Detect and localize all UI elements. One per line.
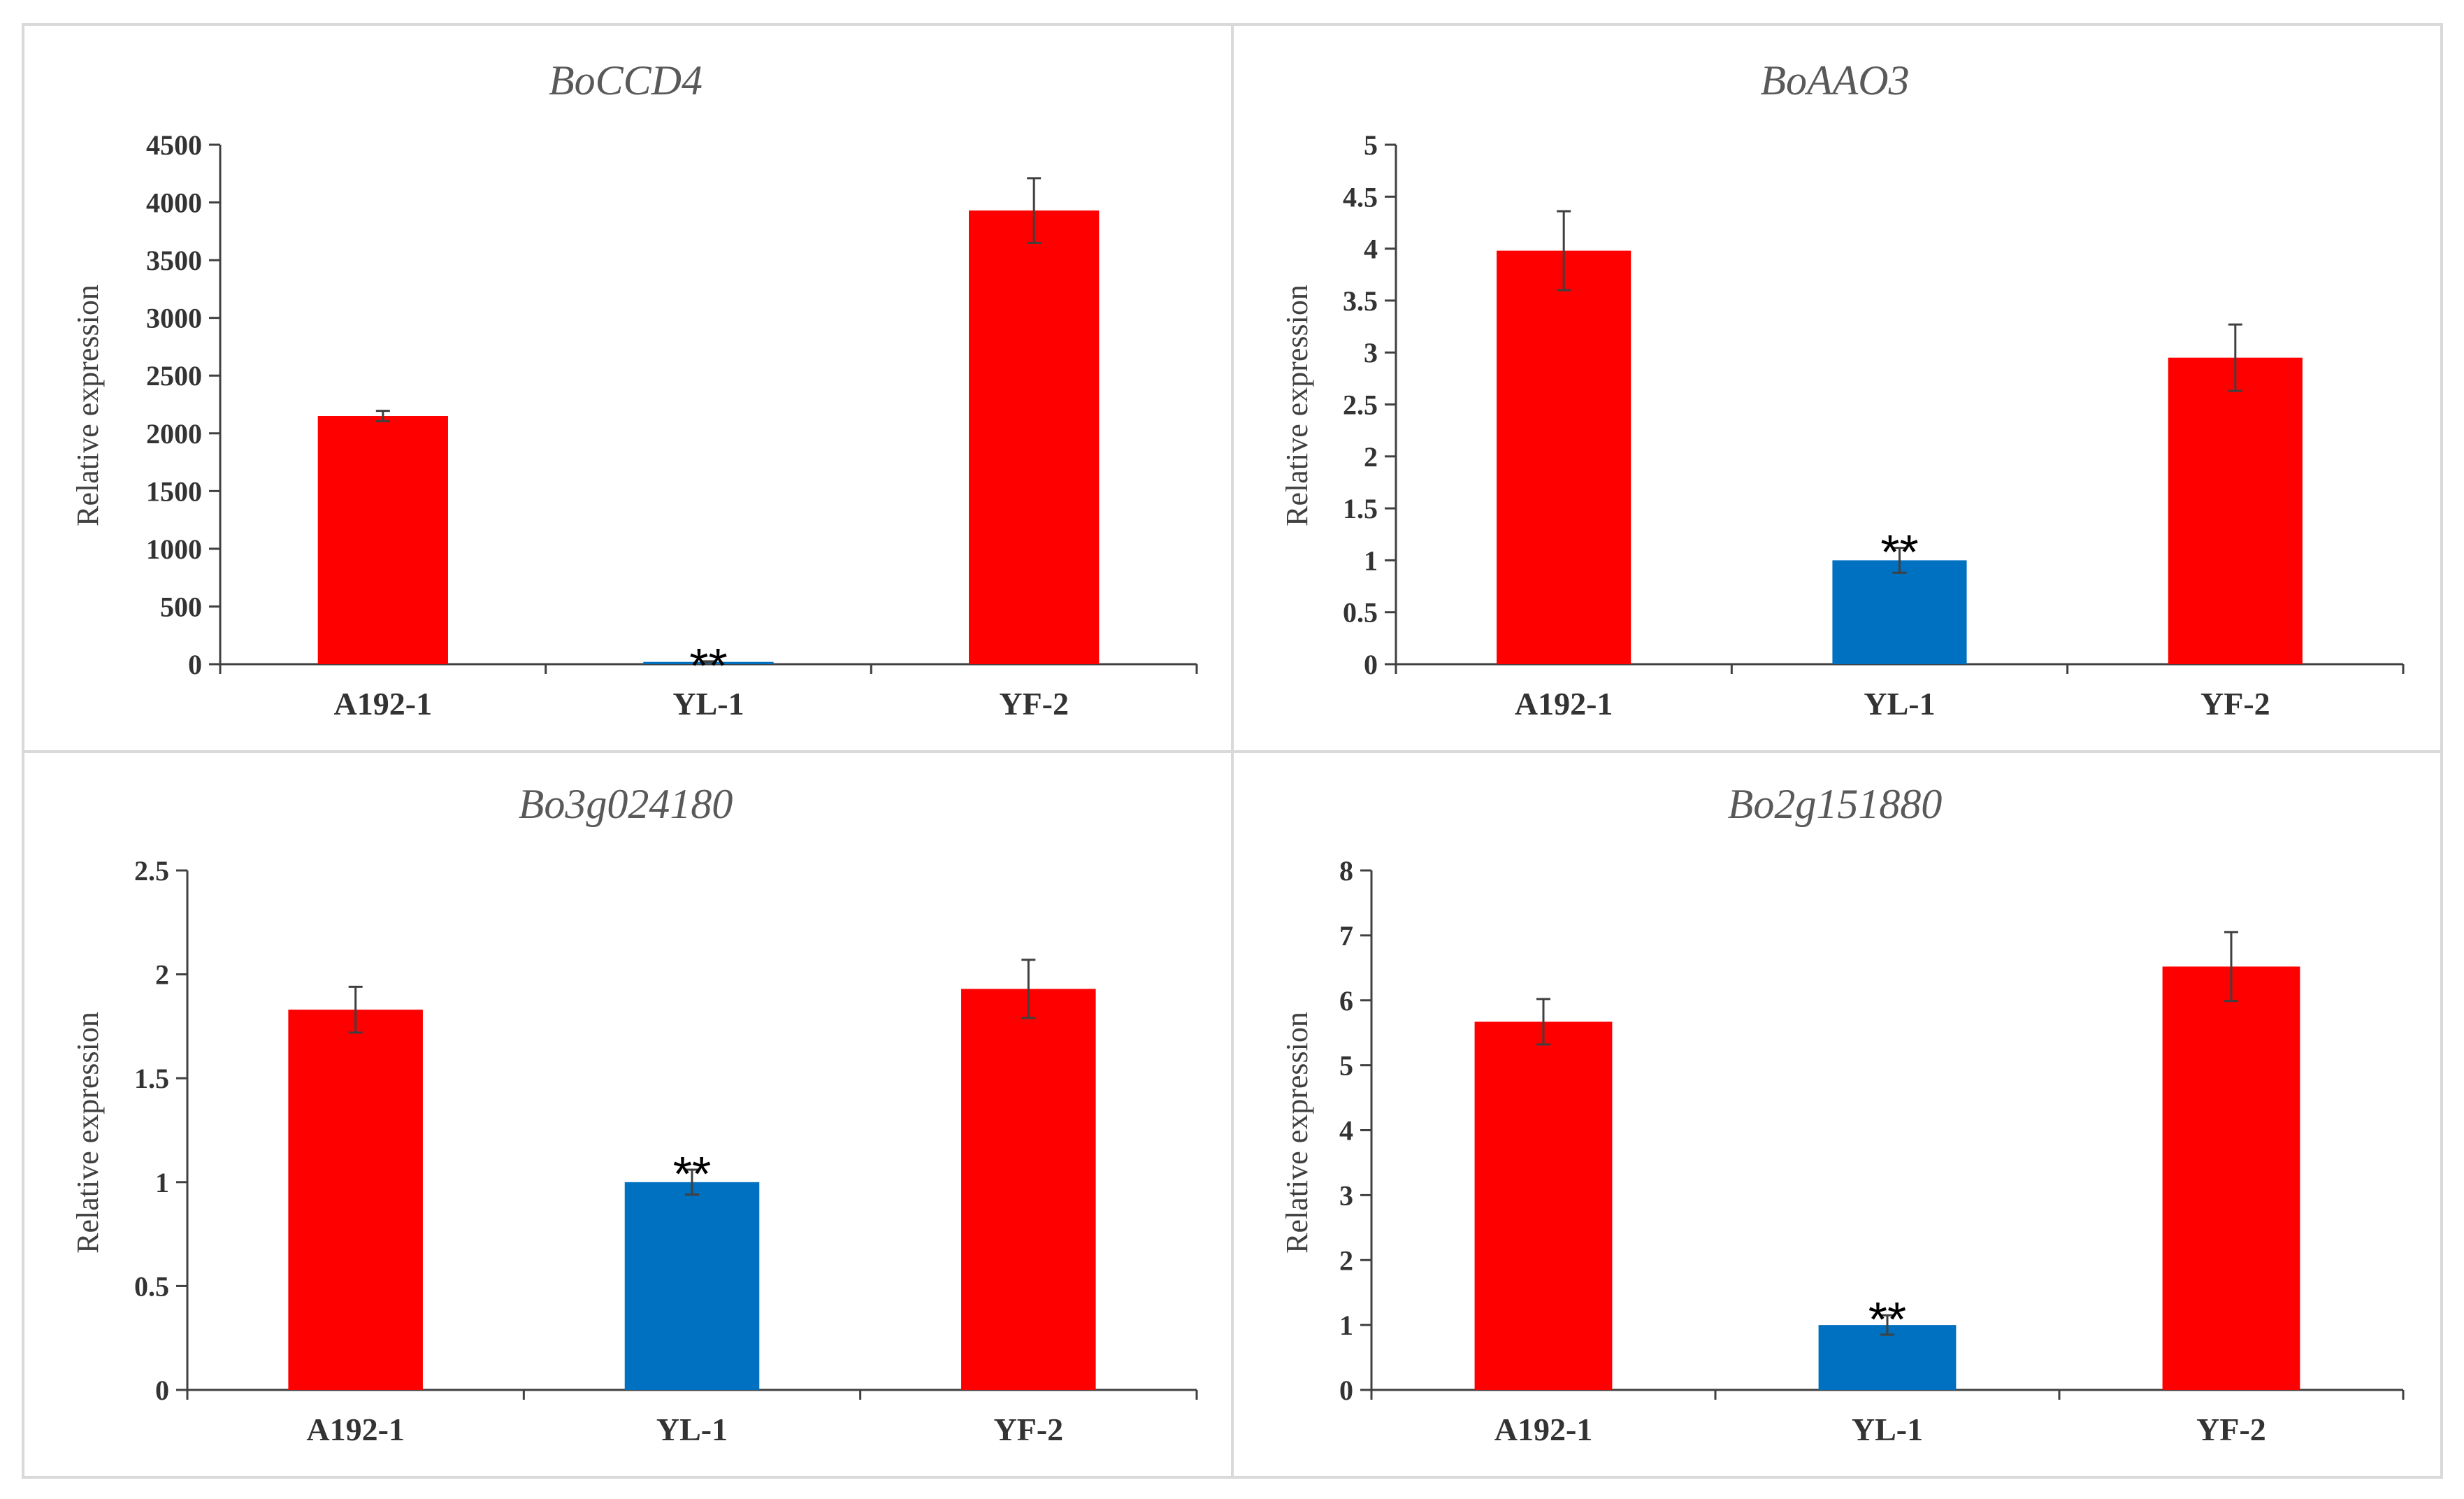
bar-a192-1 [288, 1010, 423, 1390]
y-tick-label: 3 [1364, 337, 1378, 368]
x-tick-label: YL-1 [672, 686, 744, 722]
significance-marker: ** [1880, 525, 1918, 580]
y-tick-label: 3 [1339, 1179, 1353, 1211]
bar-yl-1 [1818, 1325, 1957, 1390]
y-tick-label: 4000 [146, 187, 202, 219]
x-tick-label: YF-2 [999, 686, 1069, 722]
y-tick-label: 0.5 [1343, 597, 1378, 629]
x-tick-label: YL-1 [1852, 1412, 1923, 1447]
bar-yf-2 [969, 210, 1100, 664]
bar-a192-1 [1474, 1021, 1613, 1390]
x-tick-label: YF-2 [2196, 1412, 2266, 1447]
y-tick-label: 3000 [146, 303, 202, 334]
y-tick-label: 0 [155, 1375, 169, 1406]
x-tick-label: A192-1 [334, 686, 433, 722]
chart-title: BoAAO3 [1760, 57, 1909, 103]
y-tick-label: 0 [1339, 1375, 1353, 1406]
plot-area: 0 0.5 1 1.5 2 2.5 3 3.5 4 4.5 5 A192-1 ** YL-1 YF-2 [1343, 129, 2405, 722]
y-tick-label: 7 [1339, 920, 1353, 952]
y-tick-label: 1000 [146, 533, 202, 565]
plot-area: 0 500 1000 1500 2000 2500 3000 3500 4000 4500 A192… [146, 129, 1198, 722]
y-axis-label: Relative expression [71, 285, 105, 526]
y-tick-label: 0 [188, 649, 202, 680]
x-tick-label: YL-1 [656, 1412, 728, 1447]
chart-title: Bo2g151880 [1728, 781, 1943, 827]
y-axis-label: Relative expression [1280, 285, 1314, 526]
significance-marker: ** [1868, 1292, 1906, 1347]
y-tick-label: 1 [1364, 545, 1378, 576]
chart-title: Bo3g024180 [519, 781, 733, 827]
x-tick-label: A192-1 [306, 1412, 405, 1447]
y-tick-label: 2 [1339, 1245, 1353, 1276]
bar-a192-1 [317, 416, 448, 664]
y-tick-label: 0 [1364, 649, 1378, 680]
panel-border [1231, 750, 2443, 1479]
plot-area: 0 1 2 3 4 5 6 7 8 A192-1 ** YL-1 YF-2 [1339, 855, 2405, 1447]
y-tick-label: 5 [1364, 129, 1378, 161]
chart-panel-bo3g024180: Bo3g024180 Relative expression 0 0.5 1 1.5 2… [22, 750, 1234, 1479]
x-tick-label: YL-1 [1864, 686, 1935, 722]
y-tick-label: 2 [155, 959, 169, 991]
chart-panel-bo2g151880: Bo2g151880 Relative expression 0 1 2 3 4 5 6 7 8… [1231, 750, 2443, 1479]
chart-panel-boccd4: BoCCD4 Relative expression 0 500 1000 1500 2… [22, 23, 1234, 753]
y-tick-label: 1.5 [1343, 493, 1378, 524]
y-tick-label: 1.5 [134, 1063, 169, 1094]
x-tick-label: YF-2 [2200, 686, 2270, 722]
y-tick-label: 1 [155, 1167, 169, 1198]
plot-area: 0 0.5 1 1.5 2 2.5 A192-1 ** YL-1 YF-2 [134, 855, 1198, 1447]
y-tick-label: 8 [1339, 855, 1353, 887]
y-tick-label: 4.5 [1343, 181, 1378, 213]
y-tick-label: 2 [1364, 441, 1378, 473]
y-tick-label: 3500 [146, 245, 202, 276]
bar-yl-1 [1832, 560, 1967, 664]
y-tick-label: 1500 [146, 475, 202, 507]
y-tick-label: 2.5 [134, 855, 169, 887]
y-tick-label: 500 [160, 591, 202, 622]
y-tick-label: 2500 [146, 360, 202, 392]
chart-title: BoCCD4 [549, 57, 703, 103]
y-tick-label: 5 [1339, 1050, 1353, 1082]
x-tick-label: A192-1 [1515, 686, 1613, 722]
bar-yf-2 [961, 989, 1096, 1390]
y-tick-label: 2.5 [1343, 389, 1378, 421]
y-tick-label: 2000 [146, 418, 202, 450]
y-tick-label: 4500 [146, 129, 202, 161]
significance-marker: ** [689, 638, 727, 693]
y-tick-label: 4 [1364, 234, 1378, 265]
y-tick-label: 6 [1339, 985, 1353, 1017]
y-axis-label: Relative expression [71, 1012, 105, 1254]
x-tick-label: A192-1 [1494, 1412, 1593, 1447]
y-tick-label: 1 [1339, 1310, 1353, 1341]
y-tick-label: 0.5 [134, 1270, 169, 1302]
y-tick-label: 4 [1339, 1115, 1353, 1147]
bar-a192-1 [1497, 250, 1631, 664]
significance-marker: ** [673, 1147, 711, 1201]
y-axis-label: Relative expression [1280, 1012, 1314, 1254]
bar-yl-1 [624, 1182, 760, 1390]
x-tick-label: YF-2 [994, 1412, 1064, 1447]
bar-yf-2 [2162, 966, 2300, 1390]
bar-yf-2 [2168, 357, 2303, 664]
y-tick-label: 3.5 [1343, 285, 1378, 317]
